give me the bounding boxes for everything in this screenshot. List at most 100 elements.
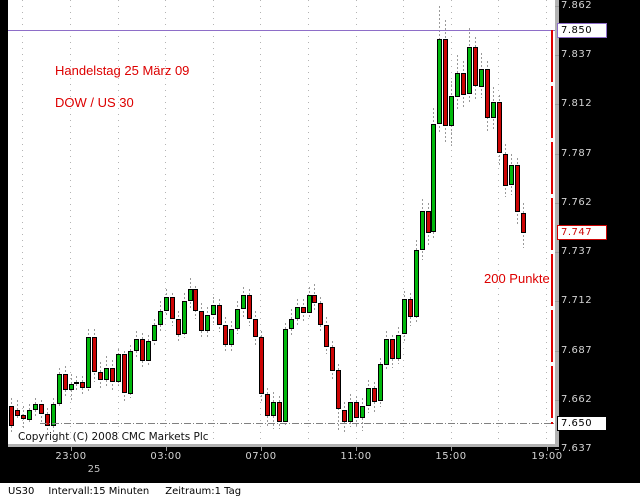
gridline-vertical — [70, 0, 71, 444]
candle-up — [33, 404, 38, 410]
candle-up — [134, 339, 139, 351]
candle-down — [485, 69, 490, 118]
price-marker-box-purple: 7.850 — [557, 23, 607, 38]
time-tick-mark — [166, 447, 167, 451]
candle-up — [348, 402, 353, 422]
range-points-label: 200 Punkte — [484, 271, 550, 286]
candle-down — [408, 299, 413, 317]
candle-down — [312, 295, 317, 303]
candle-down — [259, 337, 264, 394]
candle-up — [104, 368, 109, 380]
price-tick-label: 7.662 — [561, 394, 593, 405]
candle-down — [223, 325, 228, 345]
candle-up — [211, 305, 216, 315]
candle-up — [289, 319, 294, 329]
time-tick-mark — [356, 447, 357, 451]
candle-up — [366, 388, 371, 406]
candle-down — [140, 339, 145, 361]
gridline-vertical — [356, 0, 357, 444]
candle-up — [437, 39, 442, 124]
gridline-vertical — [498, 0, 499, 444]
candle-down — [63, 374, 68, 390]
candle-up — [283, 329, 288, 422]
candle-up — [431, 124, 436, 232]
candle-up — [384, 339, 389, 365]
candle-down — [193, 289, 198, 311]
status-bar: US30 Intervall:15 Minuten Zeitraum:1 Tag — [0, 483, 640, 500]
candle-up — [128, 351, 133, 394]
time-tick-label: 11:00 — [340, 451, 372, 462]
price-tick-label: 7.737 — [561, 246, 593, 257]
time-tick-label: 03:00 — [150, 451, 182, 462]
candle-up — [69, 384, 74, 390]
candle-down — [98, 372, 103, 380]
candle-up — [467, 47, 472, 94]
gridline-horizontal — [8, 203, 555, 204]
candle-up — [295, 307, 300, 319]
price-tick-label: 7.712 — [561, 295, 593, 306]
copyright-label: Copyright (C) 2008 CMC Markets Plc — [18, 431, 209, 443]
chart-area: Handelstag 25 März 09 DOW / US 30 200 Pu… — [8, 0, 559, 447]
candle-down — [247, 295, 252, 319]
candle-up — [455, 73, 460, 97]
candle-up — [74, 382, 79, 384]
price-tick-label: 7.787 — [561, 148, 593, 159]
gridline-vertical — [308, 0, 309, 444]
candle-down — [265, 394, 270, 416]
candle-down — [122, 354, 127, 393]
time-tick-label: 23:00 — [55, 451, 87, 462]
instrument-label: DOW / US 30 — [55, 95, 134, 110]
candle-down — [372, 388, 377, 402]
candle-up — [205, 315, 210, 331]
candle-up — [51, 404, 56, 426]
candle-down — [9, 406, 14, 426]
gridline-vertical — [22, 0, 23, 444]
candle-up — [86, 337, 91, 388]
candle-down — [443, 39, 448, 126]
candle-down — [92, 337, 97, 372]
candle-up — [396, 335, 401, 359]
candle-up — [491, 102, 496, 118]
time-tick-label: 19:00 — [531, 451, 563, 462]
candle-down — [336, 370, 341, 409]
time-tick-mark — [71, 447, 72, 451]
price-tick-label: 7.637 — [561, 443, 593, 454]
candle-down — [301, 307, 306, 313]
candle-up — [449, 96, 454, 126]
price-tick-label: 7.862 — [561, 0, 593, 11]
candle-up — [182, 301, 187, 334]
candle-down — [110, 368, 115, 382]
candle-down — [503, 154, 508, 186]
status-interval: Intervall:15 Minuten — [48, 486, 150, 497]
candle-down — [426, 211, 431, 233]
gridline-vertical — [451, 0, 452, 444]
candle-down — [521, 213, 526, 233]
candle-up — [420, 211, 425, 250]
time-tick-label: 07:00 — [245, 451, 277, 462]
candle-up — [509, 165, 514, 185]
candle-up — [378, 364, 383, 401]
candle-down — [217, 305, 222, 325]
price-tick-label: 7.687 — [561, 345, 593, 356]
candle-down — [473, 47, 478, 86]
candle-down — [515, 165, 520, 212]
candle-down — [170, 297, 175, 319]
candle-down — [330, 347, 335, 371]
candle-down — [354, 402, 359, 418]
candle-up — [146, 341, 151, 361]
gridline-vertical — [260, 0, 261, 444]
price-marker-box-black: 7.650 — [557, 416, 607, 431]
status-period: Zeitraum:1 Tag — [165, 486, 242, 497]
gridline-horizontal — [8, 252, 555, 253]
high-level-line — [8, 30, 555, 31]
time-tick-mark — [451, 447, 452, 451]
candle-up — [188, 289, 193, 301]
candle-down — [318, 303, 323, 325]
time-tick-label: 15:00 — [435, 451, 467, 462]
gridline-horizontal — [8, 301, 555, 302]
candle-up — [152, 325, 157, 341]
time-tick-mark — [261, 447, 262, 451]
candle-down — [342, 410, 347, 422]
candle-up — [158, 311, 163, 325]
